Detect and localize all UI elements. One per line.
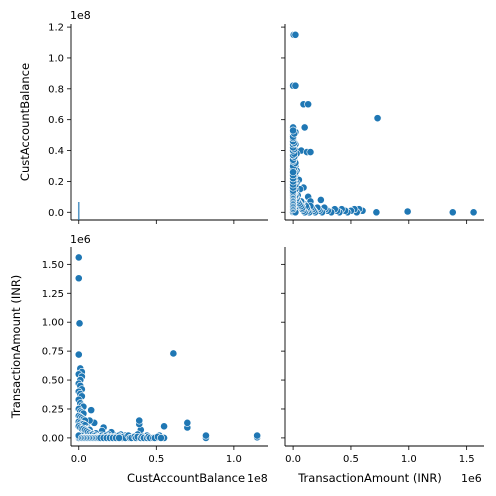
scatter-point <box>169 349 178 358</box>
balance-diag-ytick-label: 1.0 <box>48 53 64 64</box>
scatter-point <box>75 319 84 328</box>
x-axis-label-amount: TransactionAmount (INR) <box>297 471 442 485</box>
scatter-point <box>372 208 381 217</box>
balance-diag-ytick-label: 0.6 <box>48 115 64 126</box>
scatter-point <box>74 350 83 359</box>
amount-vs-balance-xtick-label: 0.0 <box>71 454 87 465</box>
amount-diag-xtick-label: 0.0 <box>285 454 301 465</box>
histogram-bar <box>77 202 80 220</box>
scatter-point <box>115 434 123 442</box>
amount-vs-balance-xtick-label: 1.0 <box>226 454 242 465</box>
panel-amount-diag: 0.0 0.5 1.0 1.5 <box>281 247 484 465</box>
scatter-point <box>74 274 83 283</box>
amount-vs-balance-ytick-label: 0.50 <box>42 376 64 387</box>
scatter-point <box>316 196 325 204</box>
scatter-point <box>183 418 192 427</box>
amount-vs-balance-ytick-label: 1.25 <box>42 289 64 300</box>
scatter-point <box>291 81 300 90</box>
offset-text-amount-y: 1e6 <box>70 233 91 246</box>
scatter-point <box>448 208 457 217</box>
offset-text-balance-y: 1e8 <box>70 9 91 22</box>
scatter-point <box>291 30 300 39</box>
scatter-point <box>306 148 315 156</box>
scatter-point <box>373 114 382 123</box>
offset-text-amount-x: 1e6 <box>461 472 482 485</box>
amount-vs-balance-ytick-label: 1.50 <box>42 260 64 271</box>
scatter-point <box>403 207 412 216</box>
amount-vs-balance-ytick-label: 0.00 <box>42 433 64 444</box>
balance-diag-ytick-label: 0.4 <box>48 146 64 157</box>
scatter-point <box>135 416 144 425</box>
scatter-point <box>202 431 210 440</box>
amount-vs-balance-ytick-label: 1.00 <box>42 318 64 329</box>
panel-balance-diag: 0.0 0.2 0.4 0.6 0.8 1.0 1.2 <box>48 23 268 224</box>
scatter-point <box>74 253 83 262</box>
amount-vs-balance-xtick-label: 0.5 <box>148 454 164 465</box>
y-axis-label-balance: CustAccountBalance <box>18 63 32 181</box>
scatter-point <box>469 208 478 217</box>
scatter-point <box>300 123 309 132</box>
offset-text-balance-x: 1e8 <box>247 472 268 485</box>
amount-diag-xtick-label: 0.5 <box>343 454 359 465</box>
panel-balance-vs-amount <box>281 24 484 224</box>
balance-diag-ytick-label: 0.2 <box>48 177 64 188</box>
amount-vs-balance-ytick-label: 0.25 <box>42 404 64 415</box>
scatter-point <box>304 100 313 109</box>
amount-diag-xtick-label: 1.5 <box>459 454 475 465</box>
scatter-point <box>289 168 297 177</box>
balance-diag-ytick-label: 1.2 <box>48 23 64 34</box>
y-axis-label-amount: TransactionAmount (INR) <box>9 275 23 420</box>
amount-vs-balance-ytick-label: 0.75 <box>42 347 64 358</box>
amount-diag-xtick-label: 1.0 <box>401 454 417 465</box>
balance-diag-ytick-label: 0.8 <box>48 84 64 95</box>
balance-diag-ytick-label: 0.0 <box>48 208 64 219</box>
scatter-point <box>87 406 96 415</box>
panel-amount-vs-balance: 0.00 0.25 0.50 0.75 1.00 1.25 1.50 0.0 0.5 1.0 <box>42 247 268 465</box>
scatter-point <box>157 434 165 442</box>
scatter-point <box>253 431 262 440</box>
scatter-point <box>160 422 168 431</box>
x-axis-label-balance: CustAccountBalance <box>127 471 245 485</box>
scatter-point <box>289 126 297 135</box>
